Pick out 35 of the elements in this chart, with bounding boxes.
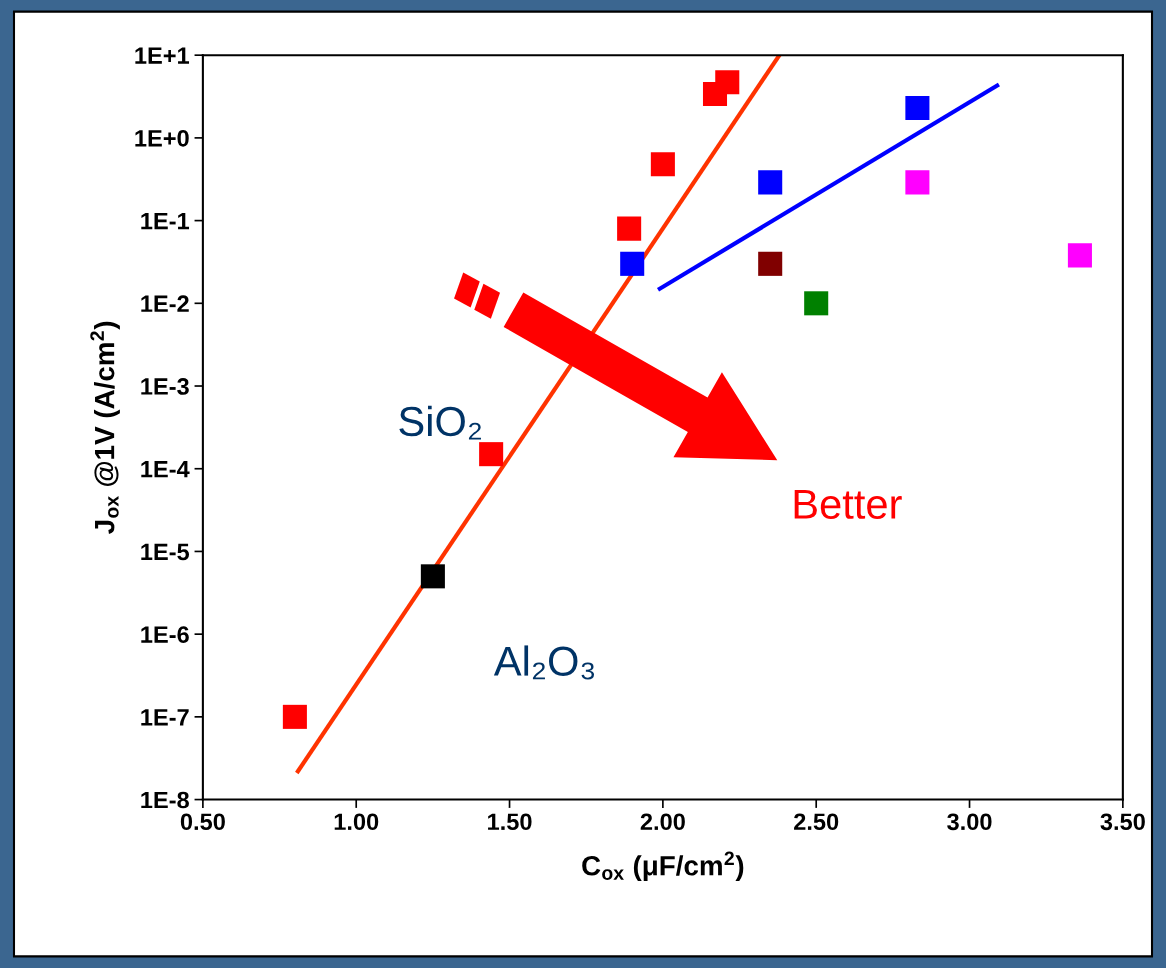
point	[905, 170, 930, 195]
x-tick-label: 2.00	[640, 813, 685, 831]
point	[804, 291, 829, 316]
y-tick-label: 1E+0	[135, 129, 189, 147]
y-tick-label: 1E-2	[141, 295, 189, 312]
x-tick-label: 1.50	[488, 813, 532, 831]
point	[420, 564, 445, 589]
point	[479, 442, 504, 467]
x-tick-label: 3.00	[947, 813, 992, 831]
y-tick-label: 1E-1	[141, 212, 190, 230]
point	[617, 216, 642, 241]
annotation: SiO₂	[399, 405, 481, 440]
x-tick-label: 2.50	[794, 813, 839, 831]
y-axis-title: J$_{ox}$ @1V (A/cm$^{2}$)	[90, 321, 120, 534]
x-tick-label: 0.50	[180, 813, 225, 831]
y-tick-label: 1E-4	[141, 461, 190, 478]
point	[1067, 243, 1092, 268]
point	[758, 251, 783, 276]
y-tick-label: 1E+1	[135, 47, 190, 64]
x-tick-label: 3.50	[1100, 813, 1145, 831]
point	[650, 152, 675, 177]
point	[282, 704, 307, 729]
y-tick-label: 1E-6	[141, 626, 189, 643]
y-tick-label: 1E-3	[141, 378, 189, 395]
y-tick-label: 1E-8	[141, 791, 189, 809]
annotation: Al₂O₃	[493, 645, 595, 680]
annotation: Better	[794, 489, 902, 519]
y-tick-label: 1E-5	[141, 543, 190, 561]
x-tick-label: 1.00	[334, 813, 379, 831]
point	[758, 170, 783, 195]
point	[905, 95, 930, 120]
x-axis-title: C$_{ox}$ (μF/cm$^{2}$)	[582, 851, 744, 882]
point	[620, 251, 645, 276]
y-tick-label: 1E-7	[141, 709, 189, 726]
point	[715, 70, 740, 95]
